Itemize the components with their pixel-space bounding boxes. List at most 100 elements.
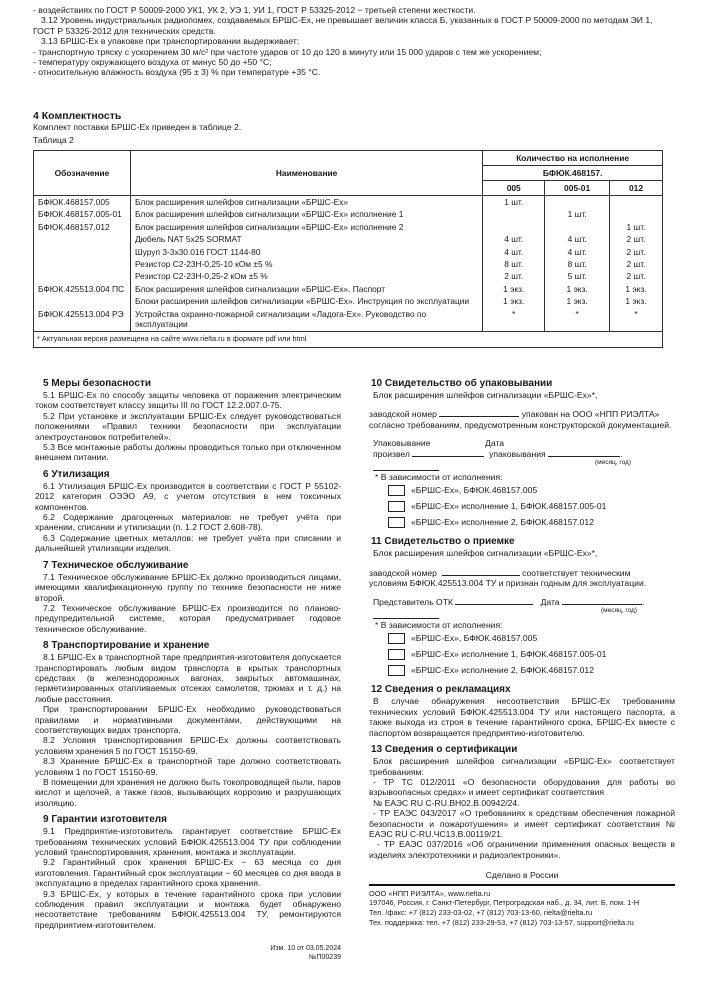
- right-column: 10 Свидетельство об упаковывании Блок ра…: [369, 378, 675, 928]
- paragraph: 9.2 Гарантийный срок хранения БРШС-Ех − …: [35, 857, 341, 889]
- cell-qty: 1 экз.: [544, 282, 611, 296]
- company-name: ООО «НПП РИЭЛТА», www.rielta.ru: [369, 888, 491, 898]
- cell-name: Блок расширения шлейфов сигнализации «БР…: [129, 208, 484, 221]
- section-12: 12 Сведения о рекламациях В случае обнар…: [369, 684, 675, 738]
- cell-qty: 8 шт.: [544, 258, 611, 271]
- serial-number-field[interactable]: [439, 409, 520, 418]
- paragraph: № ЕАЭС RU C-RU.ВН02.В.00942/24.: [373, 797, 520, 808]
- paragraph: 6.2 Содержание драгоценных материалов: н…: [35, 512, 341, 533]
- cell-qty: 1 экз.: [482, 295, 546, 308]
- option-checkbox[interactable]: «БРШС-Ех», БФЮК.468157.005: [388, 482, 675, 498]
- cell-qty: 1 экз.: [544, 295, 611, 308]
- cell-name: Блок расширения шлейфов сигнализации «БР…: [129, 282, 484, 296]
- label: произвел: [373, 448, 410, 459]
- cell-name: Устройства охранно-пожарной сигнализации…: [129, 307, 484, 333]
- company-phone: Тел. /факс: +7 (812) 233-03-02, +7 (812)…: [369, 908, 593, 918]
- cell-qty: 2 шт.: [609, 233, 663, 246]
- table-row: Резистор С2-23Н-0,25-2 кОм ±5 % 2 шт. 5 шт…: [33, 270, 663, 283]
- paragraph: условиям БФЮК.425513.004 ТУ и признан го…: [369, 578, 647, 589]
- cell-designation: БФЮК.468157.012: [33, 220, 131, 234]
- cell-qty: [609, 208, 663, 221]
- divider: [373, 470, 439, 472]
- cell-designation: [33, 245, 131, 259]
- revision-number: №П00239: [308, 954, 341, 962]
- checkbox[interactable]: [388, 516, 405, 528]
- option-label: «БРШС-Ех», БФЮК.468157.005: [411, 633, 538, 644]
- header-variant: 005: [482, 180, 546, 196]
- table-note: * Актуальная версия размещена на сайте w…: [33, 331, 663, 348]
- option-checkbox[interactable]: «БРШС-Ех» исполнение 1, БФЮК.468157.005-…: [388, 498, 675, 514]
- section-11: 11 Свидетельство о приемке Блок расширен…: [369, 536, 675, 678]
- section-title: 12 Сведения о рекламациях: [371, 684, 511, 696]
- table-row: Дюбель NAT 5x25 SORMAT 4 шт. 4 шт. 2 шт.: [33, 233, 663, 246]
- cell-qty: 1 экз.: [609, 282, 663, 296]
- table-row: БФЮК.425513.004 РЭ Устройства охранно-пож…: [33, 307, 663, 333]
- text-line: - воздействиях по ГОСТ Р 50009-2000 УК1,…: [33, 5, 476, 15]
- section-8: 8 Транспортирование и хранение 8.1 БРШС-…: [35, 640, 341, 808]
- section-text: Комплект поставки БРШС-Ех приведен в таб…: [33, 122, 242, 132]
- section-7: 7 Техническое обслуживание 7.1 Техническ…: [35, 560, 341, 634]
- section-title: 10 Свидетельство об упаковывании: [371, 378, 553, 389]
- paragraph: 5.1 БРШС-Ех по способу защиты человека о…: [35, 390, 341, 411]
- option-checkbox[interactable]: «БРШС-Ех» исполнение 2, БФЮК.468157.012: [388, 662, 675, 678]
- paragraph: Блок расширения шлейфов сигнализации «БР…: [373, 548, 598, 559]
- checkbox[interactable]: [388, 648, 405, 660]
- cell-qty: [482, 208, 546, 221]
- cell-designation: БФЮК.425513.004 РЭ: [33, 307, 131, 333]
- table-row: БФЮК.468157.005-01 Блок расширения шлейфо…: [33, 208, 663, 221]
- cell-designation: [33, 258, 131, 271]
- label: Дата: [485, 438, 505, 449]
- paragraph: - ТР ТС 012/2011 «О безопасности оборудо…: [369, 776, 675, 798]
- footnote: * В зависимости от исполнения:: [375, 472, 503, 483]
- section-title: 13 Сведения о сертификации: [371, 744, 518, 756]
- cell-designation: БФЮК.468157.005: [33, 195, 131, 209]
- kit-table: Обозначение Наименование Количество на и…: [33, 150, 663, 348]
- table-row: БФЮК.468157.012 Блок расширения шлейфов с…: [33, 220, 663, 234]
- cell-qty: 4 шт.: [544, 245, 611, 259]
- cell-qty: *: [482, 307, 546, 333]
- cell-name: Резистор С2-23Н-0,25-2 кОм ±5 %: [129, 270, 484, 283]
- paragraph: - ТР ЕАЭС 043/2017 «О требованиях к сред…: [369, 808, 675, 839]
- section-10: 10 Свидетельство об упаковывании Блок ра…: [369, 378, 675, 530]
- cell-name: Блоки расширения шлейфов сигнализации «Б…: [129, 295, 484, 308]
- checkbox[interactable]: [388, 632, 405, 644]
- acceptance-date-field[interactable]: [561, 597, 642, 605]
- option-checkbox[interactable]: «БРШС-Ех» исполнение 1, БФЮК.468157.005-…: [388, 646, 675, 662]
- cell-qty: [609, 195, 663, 209]
- cell-qty: 1 шт.: [482, 195, 546, 209]
- paragraph: 8.3 Хранение БРШС-Ех в транспортной таре…: [35, 756, 341, 777]
- serial-number-field[interactable]: [441, 568, 520, 576]
- table-row: Блоки расширения шлейфов сигнализации «Б…: [33, 295, 663, 308]
- header-base: БФЮК.468157.: [482, 165, 663, 181]
- checkbox[interactable]: [388, 500, 405, 512]
- section-9: 9 Гарантии изготовителя 9.1 Предприятие-…: [35, 814, 341, 930]
- label: Дата: [540, 596, 560, 607]
- packing-date-field[interactable]: [548, 449, 621, 457]
- packer-field[interactable]: [412, 449, 485, 457]
- otk-field[interactable]: [455, 597, 534, 605]
- paragraph: 5.3 Все монтажные работы должны проводит…: [35, 442, 341, 463]
- option-label: «БРШС-Ех» исполнение 1, БФЮК.468157.005-…: [411, 649, 607, 660]
- option-checkbox[interactable]: «БРШС-Ех», БФЮК.468157.005: [388, 630, 675, 646]
- checkbox[interactable]: [388, 484, 405, 496]
- section-title: 11 Свидетельство о приемке: [371, 536, 515, 548]
- paragraph: 6.3 Содержание цветных металлов: не треб…: [35, 532, 341, 554]
- revision-date: Изм. 10 от 03.05.2024: [270, 945, 341, 953]
- paragraph: согласно требованиям, предусмотренным ко…: [369, 419, 672, 430]
- table-row: Резистор С2-23Н-0,25-10 кОм ±5 % 8 шт. 8 ш…: [33, 258, 663, 271]
- section-title: 8 Транспортирование и хранение: [43, 640, 210, 652]
- option-checkbox[interactable]: «БРШС-Ех» исполнение 2, БФЮК.468157.012: [388, 514, 675, 530]
- section-title: 5 Меры безопасности: [43, 378, 152, 389]
- header-designation: Обозначение: [33, 150, 131, 196]
- paragraph: 9.3 БРШС-Ех, у которых в течение гаранти…: [35, 888, 341, 930]
- option-label: «БРШС-Ех», БФЮК.468157.005: [411, 485, 538, 496]
- text-line: - температуру окружающего воздуха от мин…: [33, 57, 272, 68]
- cell-name: Шуруп 3-3х30.016 ГОСТ 1144-80: [129, 245, 484, 259]
- cell-qty: [482, 220, 546, 234]
- label: Представитель ОТК: [373, 596, 453, 607]
- section-title: 6 Утилизация: [43, 468, 110, 480]
- support-phone: Тех. поддержка: тел. +7 (812) 233-29-53,…: [369, 917, 634, 927]
- cell-qty: *: [544, 307, 611, 333]
- checkbox[interactable]: [388, 664, 405, 676]
- header-name: Наименование: [129, 150, 484, 196]
